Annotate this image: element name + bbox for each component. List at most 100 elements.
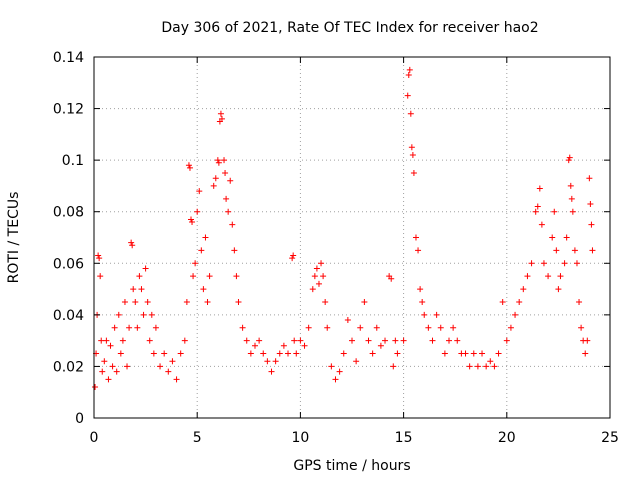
data-point xyxy=(128,239,135,246)
data-point xyxy=(446,337,453,344)
data-point xyxy=(382,337,389,344)
data-point xyxy=(121,298,128,305)
data-point xyxy=(161,350,168,357)
data-point xyxy=(150,350,157,357)
data-point xyxy=(568,195,575,202)
data-point xyxy=(146,337,153,344)
data-point xyxy=(115,311,122,318)
data-point xyxy=(206,273,213,280)
data-point xyxy=(487,358,494,365)
data-point xyxy=(138,286,145,293)
y-tick-label: 0.12 xyxy=(53,102,84,118)
data-point xyxy=(349,337,355,344)
data-point xyxy=(450,324,457,331)
data-point xyxy=(410,170,417,177)
y-tick-label: 0.04 xyxy=(53,308,84,324)
data-point xyxy=(95,252,102,259)
data-point xyxy=(555,286,562,293)
data-point xyxy=(412,234,419,241)
data-point xyxy=(336,368,343,375)
data-point xyxy=(192,260,199,267)
data-point xyxy=(474,363,481,370)
data-point xyxy=(417,286,424,293)
data-point xyxy=(538,221,545,228)
data-point xyxy=(322,298,329,305)
data-point xyxy=(557,273,564,280)
data-point xyxy=(565,157,572,164)
x-tick-label: 10 xyxy=(291,430,309,446)
data-point xyxy=(98,337,105,344)
data-point xyxy=(400,337,407,344)
data-point xyxy=(388,275,395,282)
data-point xyxy=(551,208,558,215)
data-point xyxy=(573,260,580,267)
data-point xyxy=(268,368,275,375)
data-point xyxy=(578,324,585,331)
data-point xyxy=(297,337,304,344)
data-point xyxy=(222,170,229,177)
data-point xyxy=(425,324,432,331)
data-point xyxy=(520,286,527,293)
data-point xyxy=(124,363,131,370)
data-point xyxy=(231,247,238,254)
data-point xyxy=(421,311,428,318)
data-point xyxy=(429,337,436,344)
data-point xyxy=(332,376,339,383)
data-point xyxy=(353,358,360,365)
data-point xyxy=(119,337,126,344)
data-point xyxy=(507,324,514,331)
data-point xyxy=(462,350,469,357)
data-point xyxy=(301,342,308,349)
data-point xyxy=(256,337,263,344)
data-point xyxy=(409,151,416,158)
data-point xyxy=(239,324,246,331)
data-point xyxy=(103,337,110,344)
data-point xyxy=(96,255,103,262)
data-point xyxy=(186,164,193,171)
data-point xyxy=(140,311,147,318)
data-point xyxy=(357,324,364,331)
data-point xyxy=(189,219,196,226)
data-point xyxy=(215,159,222,166)
data-point xyxy=(361,298,368,305)
data-point xyxy=(214,157,221,164)
data-point xyxy=(210,182,217,189)
data-point xyxy=(408,144,415,151)
data-point xyxy=(289,255,296,262)
x-tick-label: 5 xyxy=(193,430,202,446)
data-point xyxy=(126,324,133,331)
data-point xyxy=(377,342,384,349)
data-point xyxy=(142,265,149,272)
data-point xyxy=(328,363,335,370)
x-tick-label: 0 xyxy=(90,430,99,446)
data-point xyxy=(264,358,271,365)
data-point xyxy=(202,234,209,241)
data-point xyxy=(212,175,219,182)
data-point xyxy=(293,350,300,357)
data-point xyxy=(553,247,560,254)
data-point xyxy=(479,350,486,357)
data-point xyxy=(587,200,594,207)
data-point xyxy=(528,260,535,267)
data-point xyxy=(441,350,448,357)
y-tick-label: 0.06 xyxy=(53,256,84,272)
data-point xyxy=(217,110,224,117)
x-axis-label: GPS time / hours xyxy=(293,458,410,474)
data-point xyxy=(183,298,190,305)
data-point xyxy=(157,363,164,370)
data-point xyxy=(407,110,414,117)
data-point xyxy=(290,252,297,259)
data-point xyxy=(117,350,124,357)
data-point xyxy=(132,298,139,305)
data-point xyxy=(569,208,576,215)
data-point xyxy=(260,350,267,357)
data-point xyxy=(454,337,461,344)
data-point xyxy=(198,247,205,254)
grid-lines xyxy=(94,57,610,418)
data-point xyxy=(415,247,422,254)
data-point xyxy=(344,317,351,324)
data-point xyxy=(227,177,234,184)
data-point xyxy=(196,188,203,195)
data-point xyxy=(109,363,116,370)
data-point xyxy=(188,216,195,223)
